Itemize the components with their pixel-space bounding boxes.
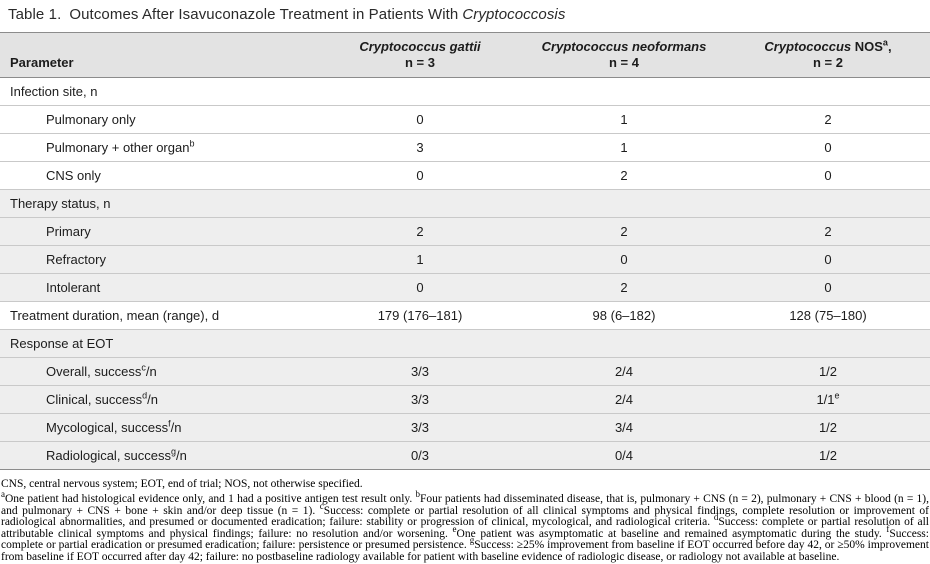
section-row: Response at EOT: [0, 329, 930, 357]
species-name: Cryptococcus neoformans: [541, 39, 707, 54]
footnote-paragraph: aOne patient had histological evidence o…: [1, 489, 930, 563]
cell-value: 1/2: [818, 448, 838, 463]
table-row: Clinical, successd/n 3/3 2/4 1/1e: [0, 385, 930, 413]
footnotes: CNS, central nervous system; EOT, end of…: [0, 478, 930, 564]
cell-value: 2: [620, 280, 628, 295]
table-row: Radiological, successg/n 0/3 0/4 1/2: [0, 441, 930, 469]
table-row: CNS only 0 2 0: [0, 161, 930, 189]
row-label: Clinical, successd/n: [46, 390, 158, 407]
cell-value: 0: [416, 168, 424, 183]
table-row: Overall, successc/n 3/3 2/4 1/2: [0, 357, 930, 385]
table-number: Table 1.: [8, 6, 62, 23]
row-label: Primary: [46, 224, 91, 239]
cell-value: 2: [824, 224, 832, 239]
row-label: Pulmonary + other organb: [46, 138, 195, 155]
table-row: Intolerant 0 2 0: [0, 273, 930, 301]
row-label: Mycological, successf/n: [46, 418, 182, 435]
row-label: Therapy status, n: [10, 196, 111, 211]
row-label: Intolerant: [46, 280, 101, 295]
table-row: Pulmonary + other organb 3 1 0: [0, 133, 930, 161]
cell-value: 0/4: [614, 448, 634, 463]
cell-value: 0: [824, 168, 832, 183]
cell-value: 1: [620, 140, 628, 155]
column-header: Cryptococcus NOSa, n = 2: [726, 33, 930, 77]
table-row: Pulmonary only 0 1 2: [0, 105, 930, 133]
table-title-text: Outcomes After Isavuconazole Treatment i…: [69, 6, 459, 23]
cell-value: 2: [824, 112, 832, 127]
cell-value: 0: [824, 280, 832, 295]
cell-value: 1/1e: [816, 390, 840, 407]
table-row: Primary 2 2 2: [0, 217, 930, 245]
outcomes-table: Parameter Cryptococcus gattii n = 3 Crypto…: [0, 32, 930, 470]
cell-value: 0: [824, 140, 832, 155]
column-n-count: n = 2: [813, 55, 843, 70]
column-n-count: n = 4: [609, 55, 639, 70]
cell-value: 3/3: [410, 364, 430, 379]
cell-value: 0/3: [410, 448, 430, 463]
cell-value: 2/4: [614, 364, 634, 379]
abbreviations-line: CNS, central nervous system; EOT, end of…: [1, 478, 363, 490]
cell-value: 2: [620, 224, 628, 239]
cell-value: 0: [620, 252, 628, 267]
table-body: Infection site, n Pulmonary only 0 1 2 Pulmon…: [0, 78, 930, 469]
cell-value: 1/2: [818, 420, 838, 435]
cell-value: 3/3: [410, 420, 430, 435]
cell-value: 179 (176–181): [377, 308, 463, 323]
column-header: Cryptococcus gattii n = 3: [318, 33, 522, 77]
row-label: CNS only: [46, 168, 101, 183]
cell-value: 0: [416, 112, 424, 127]
cell-value: 98 (6–182): [592, 308, 656, 323]
cell-value: 3/4: [614, 420, 634, 435]
row-label: Response at EOT: [10, 336, 114, 351]
section-row: Infection site, n: [0, 78, 930, 105]
row-label: Treatment duration, mean (range), d: [10, 308, 220, 323]
column-header: Cryptococcus neoformans n = 4: [522, 33, 726, 77]
table-title-italic: Cryptococcosis: [462, 6, 566, 23]
cell-value: 1: [620, 112, 628, 127]
section-row: Therapy status, n: [0, 189, 930, 217]
parameter-column-header: Parameter: [10, 55, 74, 70]
cell-value: 2: [416, 224, 424, 239]
cell-value: 0: [416, 280, 424, 295]
table-row: Treatment duration, mean (range), d 179 (…: [0, 301, 930, 329]
species-name: Cryptococcus NOSa,: [764, 37, 892, 54]
cell-value: 3/3: [410, 392, 430, 407]
cell-value: 128 (75–180): [789, 308, 867, 323]
table-row: Mycological, successf/n 3/3 3/4 1/2: [0, 413, 930, 441]
species-name: Cryptococcus gattii: [359, 39, 481, 54]
row-label: Radiological, successg/n: [46, 446, 187, 463]
row-label: Refractory: [46, 252, 106, 267]
column-n-count: n = 3: [405, 55, 435, 70]
cell-value: 1/2: [818, 364, 838, 379]
table-row: Refractory 1 0 0: [0, 245, 930, 273]
table-header-row: Parameter Cryptococcus gattii n = 3 Crypto…: [0, 33, 930, 78]
cell-value: 1: [416, 252, 424, 267]
cell-value: 3: [416, 140, 424, 155]
row-label: Overall, successc/n: [46, 362, 157, 379]
cell-value: 0: [824, 252, 832, 267]
row-label: Infection site, n: [10, 84, 98, 99]
row-label: Pulmonary only: [46, 112, 136, 127]
cell-value: 2/4: [614, 392, 634, 407]
table-title: Table 1. Outcomes After Isavuconazole Tre…: [0, 0, 930, 23]
cell-value: 2: [620, 168, 628, 183]
